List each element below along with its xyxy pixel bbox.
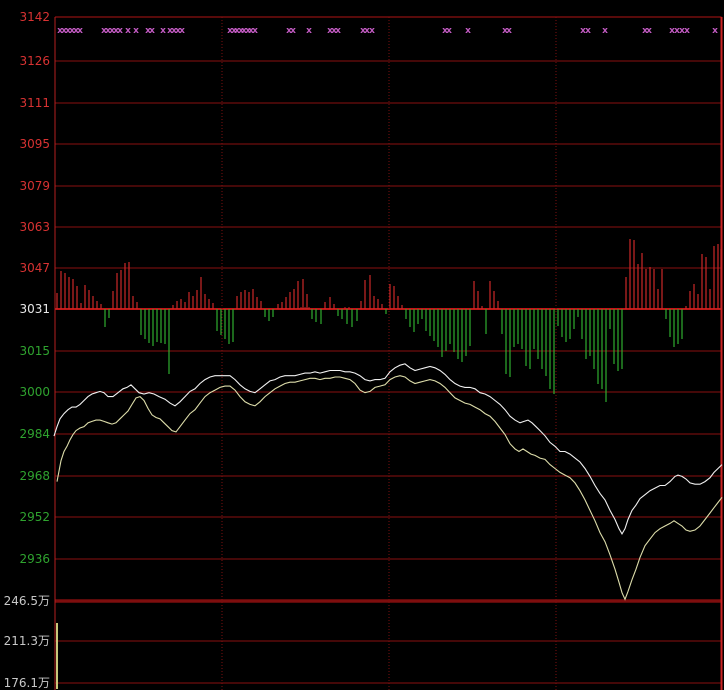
signal-mark-icon: x xyxy=(602,26,608,36)
y-axis-label: 3015 xyxy=(19,344,50,358)
signal-mark-icon: x xyxy=(465,26,471,36)
signal-mark-icon: x xyxy=(167,26,173,36)
signal-mark-icon: x xyxy=(113,26,119,36)
signal-mark-icon: x xyxy=(77,26,83,36)
y-axis-label: 176.1万 xyxy=(4,676,50,690)
signal-mark-icon: x xyxy=(109,26,115,36)
y-axis-label: 3047 xyxy=(19,261,50,275)
y-axis-label: 3111 xyxy=(19,96,50,110)
y-axis-label: 2952 xyxy=(19,510,50,524)
signal-mark-icon: x xyxy=(175,26,181,36)
signal-mark-icon: x xyxy=(331,26,337,36)
y-axis-label: 3095 xyxy=(19,137,50,151)
y-axis-label: 3079 xyxy=(19,179,50,193)
signal-mark-icon: x xyxy=(306,26,312,36)
signal-mark-icon: x xyxy=(133,26,139,36)
signal-mark-icon: x xyxy=(646,26,652,36)
turnover-bar xyxy=(56,623,58,689)
y-axis-label: 3031 xyxy=(19,302,50,316)
signal-mark-icon: x xyxy=(227,26,233,36)
signal-mark-icon: x xyxy=(286,26,292,36)
signal-mark-icon: x xyxy=(248,26,254,36)
signal-mark-icon: x xyxy=(234,26,240,36)
y-axis-label: 2968 xyxy=(19,469,50,483)
signal-mark-icon: x xyxy=(231,26,237,36)
y-axis-label: 3000 xyxy=(19,385,50,399)
signal-mark-icon: x xyxy=(442,26,448,36)
signal-mark-icon: x xyxy=(252,26,258,36)
signal-mark-icon: x xyxy=(712,26,718,36)
signal-mark-icon: x xyxy=(502,26,508,36)
signal-mark-icon: x xyxy=(364,26,370,36)
y-axis-label: 3063 xyxy=(19,220,50,234)
signal-mark-icon: x xyxy=(642,26,648,36)
signal-mark-icon: x xyxy=(327,26,333,36)
signal-mark-icon: x xyxy=(101,26,107,36)
y-axis-label: 246.5万 xyxy=(4,594,50,608)
signal-mark-icon: x xyxy=(61,26,67,36)
signal-mark-icon: x xyxy=(674,26,680,36)
y-axis-label: 2936 xyxy=(19,552,50,566)
signal-mark-icon: x xyxy=(105,26,111,36)
average-line xyxy=(53,363,723,536)
signal-mark-icon: x xyxy=(669,26,675,36)
signal-mark-icon: x xyxy=(73,26,79,36)
signal-mark-icon: x xyxy=(684,26,690,36)
y-axis-label: 211.3万 xyxy=(4,634,50,648)
signal-mark-icon: x xyxy=(241,26,247,36)
y-axis-label: 3142 xyxy=(19,10,50,24)
signal-mark-icon: x xyxy=(160,26,166,36)
signal-mark-icon: x xyxy=(65,26,71,36)
price-line xyxy=(56,375,723,601)
signal-mark-icon: x xyxy=(117,26,123,36)
signal-mark-icon: x xyxy=(446,26,452,36)
signal-mark-icon: x xyxy=(506,26,512,36)
y-axis-label: 3126 xyxy=(19,54,50,68)
signal-mark-icon: x xyxy=(69,26,75,36)
signal-mark-icon: x xyxy=(360,26,366,36)
signal-mark-icon: x xyxy=(171,26,177,36)
signal-mark-icon: x xyxy=(290,26,296,36)
signal-mark-icon: x xyxy=(580,26,586,36)
signal-mark-icon: x xyxy=(245,26,251,36)
signal-mark-icon: x xyxy=(179,26,185,36)
signal-mark-icon: x xyxy=(238,26,244,36)
signal-mark-icon: x xyxy=(57,26,63,36)
signal-mark-icon: x xyxy=(149,26,155,36)
y-axis-label: 2984 xyxy=(19,427,50,441)
signal-mark-icon: x xyxy=(145,26,151,36)
signal-mark-icon: x xyxy=(125,26,131,36)
signal-mark-icon: x xyxy=(679,26,685,36)
signal-mark-icon: x xyxy=(369,26,375,36)
signal-mark-icon: x xyxy=(335,26,341,36)
signal-mark-icon: x xyxy=(585,26,591,36)
